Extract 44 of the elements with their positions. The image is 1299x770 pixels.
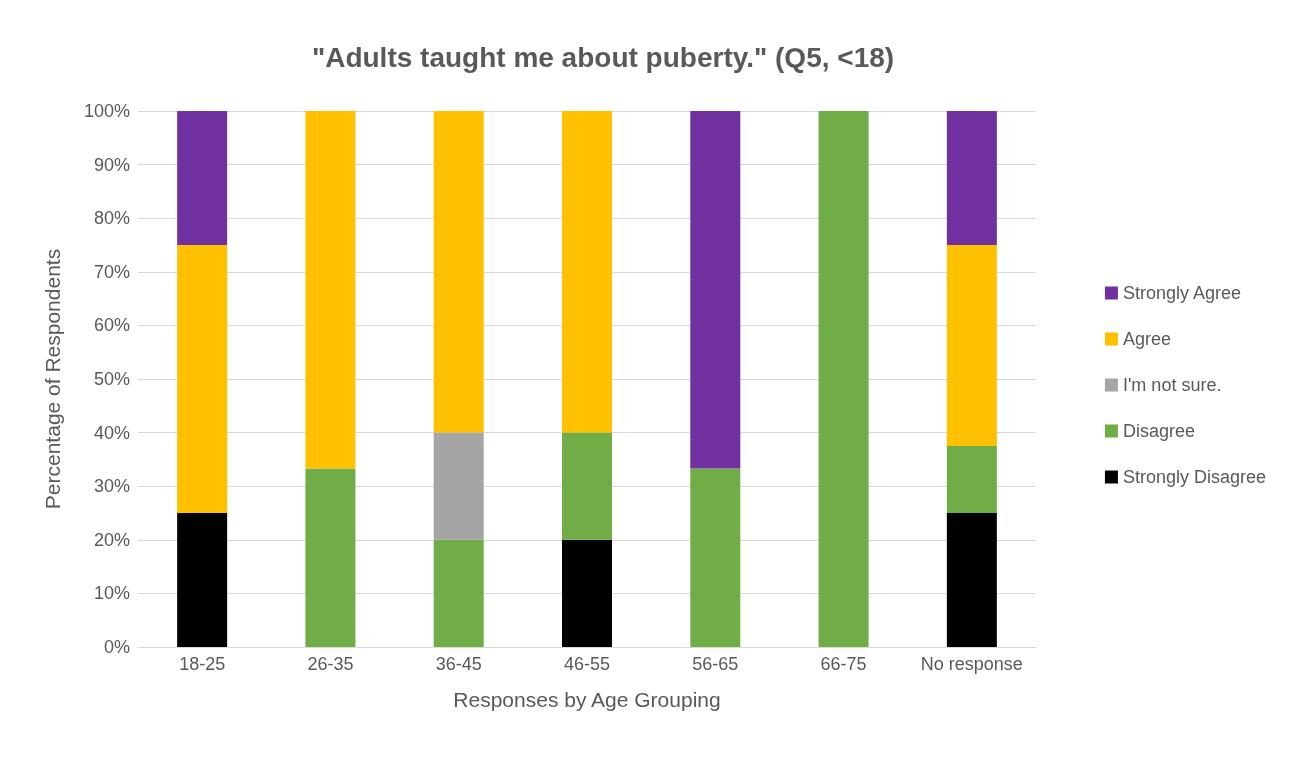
x-tick-label: 46-55	[563, 654, 611, 674]
legend-label: I'm not sure.	[1122, 375, 1222, 395]
legend-label: Strongly Agree	[1122, 283, 1242, 303]
y-tick-label: 70%	[93, 261, 130, 282]
bar	[946, 446, 997, 513]
x-tick-label: 18-25	[179, 654, 226, 674]
y-tick-label: 10%	[93, 583, 130, 604]
y-tick-label: 0%	[103, 637, 130, 657]
legend-label: Strongly Disagree	[1122, 467, 1267, 487]
bar	[946, 513, 997, 647]
bar	[305, 111, 356, 469]
y-tick-label: 100%	[83, 101, 130, 121]
legend-label: Agree	[1122, 329, 1171, 349]
bar	[177, 245, 228, 513]
y-tick-label: 60%	[93, 315, 130, 336]
bar	[177, 111, 228, 245]
x-tick-label: 36-45	[435, 654, 482, 674]
bar	[818, 111, 869, 647]
y-tick-label: 50%	[93, 369, 130, 389]
y-tick-label: 40%	[93, 422, 130, 443]
y-axis-title: Percentage of Respondents	[41, 248, 64, 510]
y-tick-label: 30%	[93, 476, 130, 497]
bar	[305, 468, 356, 647]
bar	[177, 513, 228, 647]
y-tick-label: 80%	[93, 208, 130, 229]
bar	[562, 539, 612, 647]
bar	[690, 468, 741, 647]
x-tick-label: 56-65	[692, 654, 739, 674]
x-axis-title: Responses by Age Grouping	[453, 688, 721, 711]
bar	[433, 432, 484, 540]
x-tick-label: No response	[920, 654, 1023, 674]
bar	[433, 539, 484, 647]
bar	[946, 111, 997, 245]
bar	[562, 432, 612, 540]
bar	[690, 111, 741, 469]
y-tick-label: 90%	[93, 154, 130, 175]
bar	[946, 245, 997, 446]
legend-label: Disagree	[1122, 421, 1195, 441]
bar	[433, 111, 484, 433]
x-tick-label: 26-35	[307, 654, 354, 674]
bar	[562, 111, 612, 433]
x-tick-label: 66-75	[820, 654, 867, 674]
y-tick-label: 20%	[93, 529, 130, 550]
chart-title: "Adults taught me about puberty." (Q5, <18)	[311, 41, 895, 73]
